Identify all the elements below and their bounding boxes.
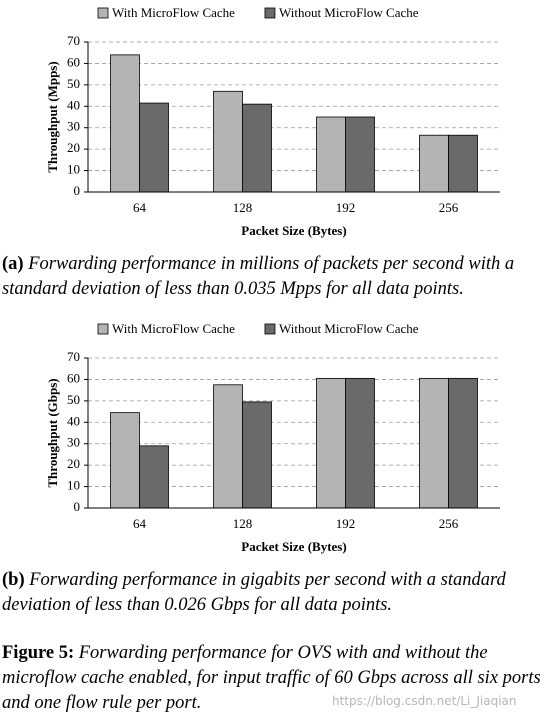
y-tick-label: 60 — [67, 370, 80, 385]
bar — [213, 90, 243, 193]
x-tick-label: 64 — [133, 516, 147, 531]
watermark: https://blog.csdn.net/Li_Jiaqian — [332, 694, 517, 708]
legend-swatch — [264, 7, 276, 19]
y-tick-label: 70 — [67, 33, 80, 48]
x-tick-label: 128 — [233, 516, 253, 531]
x-tick-label: 192 — [336, 200, 356, 215]
caption-label: (b) — [2, 570, 25, 590]
legend-swatch — [264, 323, 276, 335]
y-tick-label: 10 — [67, 162, 80, 177]
bar — [242, 103, 272, 193]
bar — [110, 412, 140, 509]
caption: (a) Forwarding performance in millions o… — [2, 252, 552, 302]
legend-label: With MicroFlow Cache — [112, 5, 235, 20]
y-tick-label: 50 — [67, 76, 80, 91]
bar — [316, 377, 346, 509]
legend-swatch — [97, 323, 109, 335]
bar — [139, 445, 169, 509]
y-axis-label: Throughput (Mpps) — [45, 61, 60, 172]
bar — [448, 134, 478, 193]
bar — [419, 134, 449, 193]
bar — [316, 116, 346, 193]
x-axis-label: Packet Size (Bytes) — [241, 539, 346, 554]
figure-caption: Figure 5: Forwarding performance for OVS… — [2, 641, 552, 716]
y-tick-label: 30 — [67, 435, 80, 450]
legend-label: With MicroFlow Cache — [112, 321, 235, 336]
x-tick-label: 256 — [439, 200, 459, 215]
bar — [345, 116, 375, 193]
y-tick-label: 0 — [74, 183, 81, 198]
bar — [213, 384, 243, 509]
x-tick-label: 64 — [133, 200, 147, 215]
legend-label: Without MicroFlow Cache — [279, 5, 419, 20]
y-tick-label: 20 — [67, 456, 80, 471]
chart: 0 10 20 30 40 50 60 70 With MicroFlow Cache Witho… — [45, 5, 500, 238]
bar — [419, 377, 449, 509]
caption-text: Forwarding performance in millions of pa… — [2, 254, 515, 299]
bar — [448, 377, 478, 509]
bar — [345, 377, 375, 509]
y-tick-label: 70 — [67, 349, 80, 364]
y-tick-label: 30 — [67, 119, 80, 134]
y-tick-label: 20 — [67, 140, 80, 155]
legend-swatch — [97, 7, 109, 19]
bar — [110, 54, 140, 193]
caption-text: Forwarding performance in gigabits per s… — [2, 570, 506, 615]
y-tick-label: 40 — [67, 413, 80, 428]
y-tick-label: 10 — [67, 478, 80, 493]
caption-label: (a) — [2, 254, 24, 274]
x-tick-label: 128 — [233, 200, 253, 215]
y-axis-label: Throughput (Gbps) — [45, 378, 60, 487]
figure-caption-text: Forwarding performance for OVS with and … — [2, 643, 541, 713]
legend-label: Without MicroFlow Cache — [279, 321, 419, 336]
y-tick-label: 50 — [67, 392, 80, 407]
x-tick-label: 256 — [439, 516, 459, 531]
figure-caption-label: Figure 5: — [2, 643, 75, 663]
y-tick-label: 0 — [74, 499, 81, 514]
bar — [242, 401, 272, 509]
x-tick-label: 192 — [336, 516, 356, 531]
chart: 0 10 20 30 40 50 60 70 With MicroFlow Cache Witho… — [45, 321, 500, 554]
x-axis-label: Packet Size (Bytes) — [241, 223, 346, 238]
caption: (b) Forwarding performance in gigabits p… — [2, 568, 552, 618]
bar — [139, 102, 169, 193]
y-tick-label: 40 — [67, 97, 80, 112]
y-tick-label: 60 — [67, 54, 80, 69]
